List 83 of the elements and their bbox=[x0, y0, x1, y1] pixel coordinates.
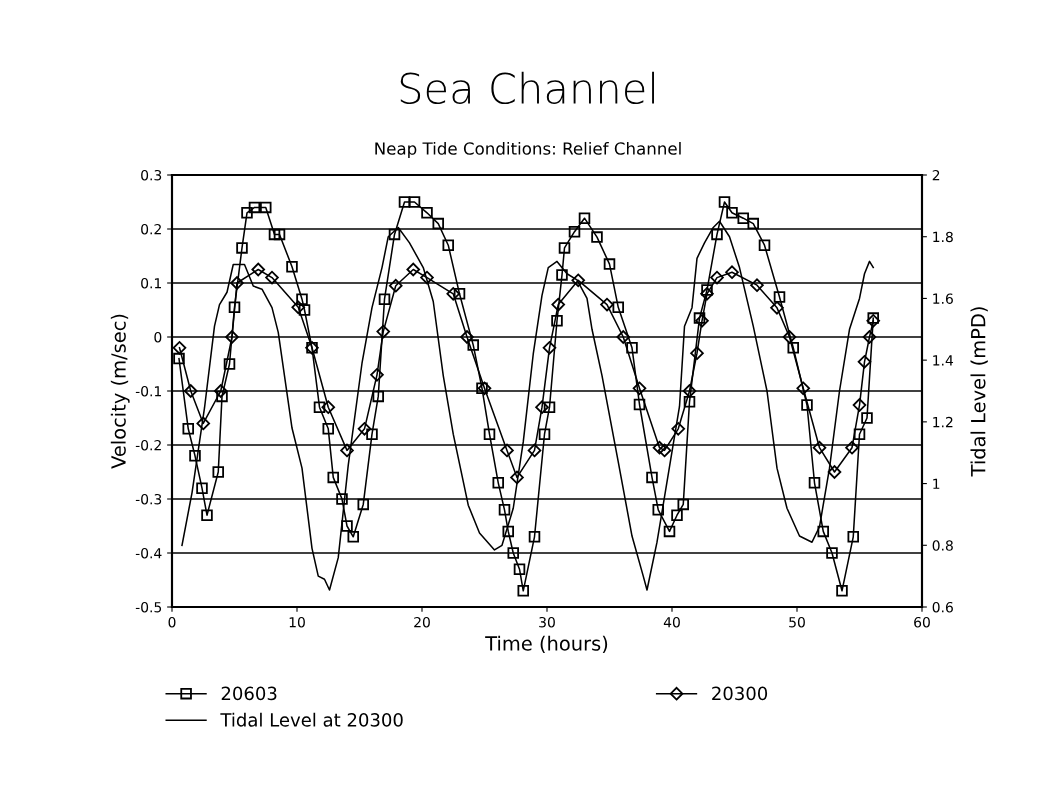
point bbox=[265, 270, 279, 285]
legend-label: 20603 bbox=[221, 686, 277, 701]
y2-tick-label: 0.6 bbox=[932, 601, 953, 613]
point bbox=[542, 341, 557, 355]
point bbox=[510, 470, 524, 485]
point bbox=[770, 301, 784, 315]
point bbox=[225, 330, 239, 344]
point bbox=[796, 381, 811, 396]
point bbox=[600, 297, 614, 312]
point bbox=[370, 368, 384, 382]
x-tick-label: 40 bbox=[663, 616, 680, 628]
x-tick-label: 30 bbox=[539, 616, 555, 628]
point bbox=[420, 270, 434, 285]
point bbox=[782, 330, 797, 344]
y2-tick-label: 0.8 bbox=[932, 540, 953, 551]
point bbox=[446, 287, 461, 301]
point bbox=[845, 440, 859, 455]
y2-tick-label: 1 bbox=[933, 478, 940, 489]
point bbox=[690, 346, 704, 360]
point bbox=[230, 276, 244, 290]
point bbox=[866, 314, 881, 328]
y-axis-title: Velocity (m/sec) bbox=[110, 314, 130, 469]
point bbox=[710, 270, 724, 285]
y2-axis-title: Tidal Level (mPD) bbox=[970, 307, 988, 477]
point bbox=[827, 465, 842, 479]
y-tick-label: -0.5 bbox=[135, 601, 162, 613]
point bbox=[551, 297, 566, 312]
y-tick-label: -0.3 bbox=[135, 493, 162, 505]
point bbox=[321, 400, 336, 414]
point bbox=[535, 400, 549, 414]
point bbox=[460, 330, 474, 344]
y-tick-label: 0.2 bbox=[141, 223, 161, 235]
chart-subtitle: Neap Tide Conditions: Relief Channel bbox=[375, 141, 681, 159]
point bbox=[251, 262, 266, 277]
point bbox=[183, 384, 198, 398]
point bbox=[388, 278, 403, 293]
x-tick-label: 60 bbox=[914, 616, 930, 628]
y2-tick-label: 1.4 bbox=[933, 355, 954, 366]
y-tick-label: -0.2 bbox=[135, 439, 161, 451]
point bbox=[695, 314, 709, 328]
point bbox=[657, 443, 672, 458]
point bbox=[196, 416, 211, 431]
x-tick-label: 20 bbox=[414, 616, 430, 628]
point bbox=[500, 443, 514, 458]
x-tick-label: 0 bbox=[168, 616, 176, 628]
point bbox=[862, 330, 877, 344]
point bbox=[700, 287, 714, 301]
point bbox=[305, 341, 319, 355]
point bbox=[725, 265, 739, 279]
point bbox=[340, 443, 354, 458]
point bbox=[213, 384, 228, 398]
point bbox=[750, 278, 764, 292]
point bbox=[616, 330, 631, 344]
legend-label: Tidal Level at 20300 bbox=[220, 712, 403, 727]
y2-tick-label: 2 bbox=[932, 169, 940, 181]
y-tick-label: 0 bbox=[154, 331, 162, 343]
point bbox=[652, 440, 667, 455]
point bbox=[291, 300, 306, 315]
x-tick-label: 10 bbox=[289, 616, 305, 628]
y2-tick-label: 1.8 bbox=[933, 231, 953, 243]
x-axis-title: Time (hours) bbox=[485, 635, 608, 654]
legend-label: 20300 bbox=[712, 686, 768, 701]
point bbox=[357, 422, 372, 436]
point bbox=[376, 324, 391, 339]
chart-title: Sea Channel bbox=[400, 71, 654, 105]
point bbox=[632, 381, 647, 396]
point bbox=[571, 273, 586, 288]
y2-tick-label: 1.6 bbox=[933, 293, 953, 304]
y-tick-label: -0.4 bbox=[135, 547, 162, 559]
point bbox=[527, 443, 542, 458]
point bbox=[852, 398, 867, 412]
point bbox=[477, 381, 492, 396]
point bbox=[812, 440, 827, 455]
point bbox=[671, 422, 686, 436]
y2-tick-label: 1.2 bbox=[933, 416, 953, 428]
y-tick-label: -0.1 bbox=[135, 385, 161, 397]
point bbox=[857, 355, 872, 369]
point bbox=[172, 341, 187, 355]
y-tick-label: 0.3 bbox=[141, 169, 162, 181]
point bbox=[682, 384, 697, 398]
point bbox=[406, 262, 421, 277]
x-tick-label: 50 bbox=[789, 616, 805, 628]
y-tick-label: 0.1 bbox=[141, 277, 161, 289]
